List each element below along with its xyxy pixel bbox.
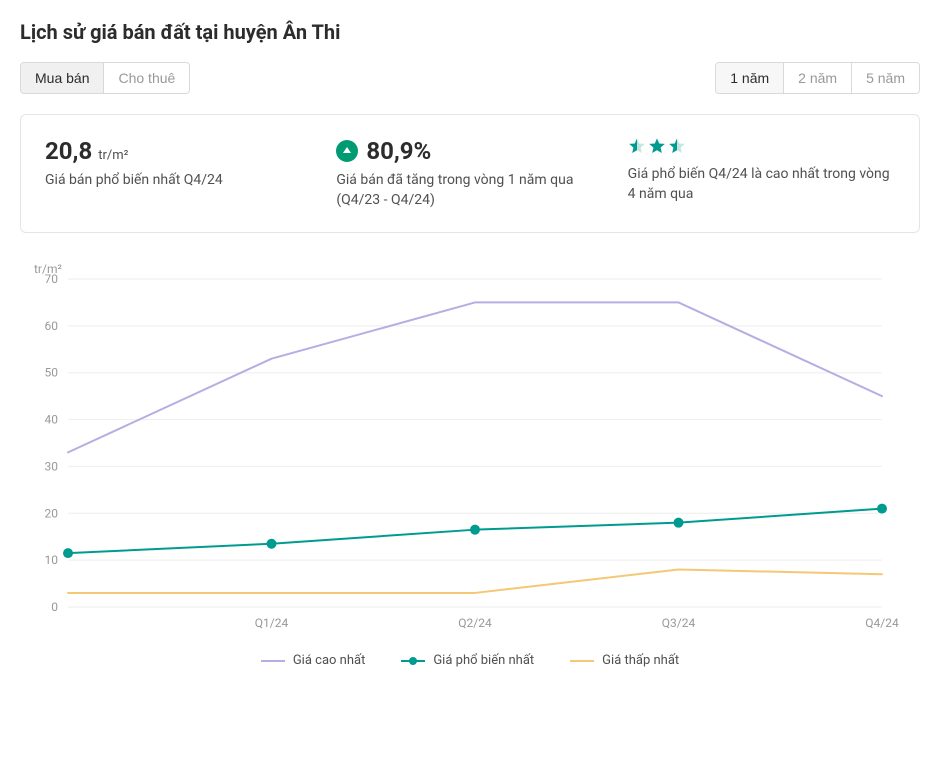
legend-item: Giá cao nhất (261, 653, 366, 668)
summary-trend-value: 80,9% (366, 137, 431, 165)
star-icon (648, 137, 666, 155)
legend-item: Giá thấp nhất (570, 653, 679, 668)
legend-label: Giá cao nhất (293, 653, 366, 668)
summary-card: 20,8 tr/m² Giá bán phổ biến nhất Q4/24 8… (20, 114, 920, 233)
summary-trend-desc: Giá bán đã tăng trong vòng 1 năm qua (Q4… (336, 171, 603, 210)
svg-text:Q4/24: Q4/24 (865, 616, 899, 630)
svg-text:30: 30 (45, 460, 59, 474)
page-title: Lịch sử giá bán đất tại huyện Ân Thi (20, 20, 920, 44)
summary-price-value: 20,8 (45, 137, 92, 165)
legend-swatch (261, 660, 285, 662)
svg-text:40: 40 (45, 413, 59, 427)
tab-rent[interactable]: Cho thuê (103, 63, 189, 93)
summary-rating-desc: Giá phổ biến Q4/24 là cao nhất trong vòn… (628, 165, 895, 204)
period-1y[interactable]: 1 năm (716, 63, 783, 93)
svg-text:Q3/24: Q3/24 (662, 616, 696, 630)
summary-trend: 80,9% Giá bán đã tăng trong vòng 1 năm q… (336, 137, 603, 210)
summary-price: 20,8 tr/m² Giá bán phổ biến nhất Q4/24 (45, 137, 312, 210)
legend-label: Giá thấp nhất (602, 653, 679, 668)
controls-row: Mua bán Cho thuê 1 năm 2 năm 5 năm (20, 62, 920, 94)
summary-price-desc: Giá bán phổ biến nhất Q4/24 (45, 171, 312, 191)
legend-label: Giá phổ biến nhất (433, 653, 534, 668)
svg-text:Q1/24: Q1/24 (255, 616, 289, 630)
chart-container: tr/m²010203040506070Q1/24Q2/24Q3/24Q4/24… (20, 257, 920, 668)
svg-text:Q2/24: Q2/24 (458, 616, 492, 630)
period-2y[interactable]: 2 năm (783, 63, 851, 93)
svg-text:10: 10 (45, 553, 59, 567)
svg-text:50: 50 (45, 366, 59, 380)
tab-group-type: Mua bán Cho thuê (20, 62, 190, 94)
tab-buy[interactable]: Mua bán (21, 63, 103, 93)
tab-group-period: 1 năm 2 năm 5 năm (715, 62, 920, 94)
star-icon (628, 137, 646, 155)
svg-text:0: 0 (51, 600, 58, 614)
summary-price-unit: tr/m² (98, 148, 128, 163)
legend-item: Giá phổ biến nhất (401, 653, 534, 668)
legend-swatch (570, 660, 594, 662)
star-icon (668, 137, 686, 155)
svg-text:60: 60 (45, 319, 59, 333)
summary-rating: Giá phổ biến Q4/24 là cao nhất trong vòn… (628, 137, 895, 210)
price-chart: tr/m²010203040506070Q1/24Q2/24Q3/24Q4/24 (20, 257, 900, 637)
svg-text:70: 70 (45, 272, 59, 286)
trend-up-icon (336, 140, 358, 162)
stars-row (628, 137, 895, 155)
chart-legend: Giá cao nhất Giá phổ biến nhất Giá thấp nh… (20, 653, 920, 668)
period-5y[interactable]: 5 năm (851, 63, 919, 93)
svg-text:20: 20 (45, 506, 59, 520)
legend-swatch (401, 660, 425, 662)
